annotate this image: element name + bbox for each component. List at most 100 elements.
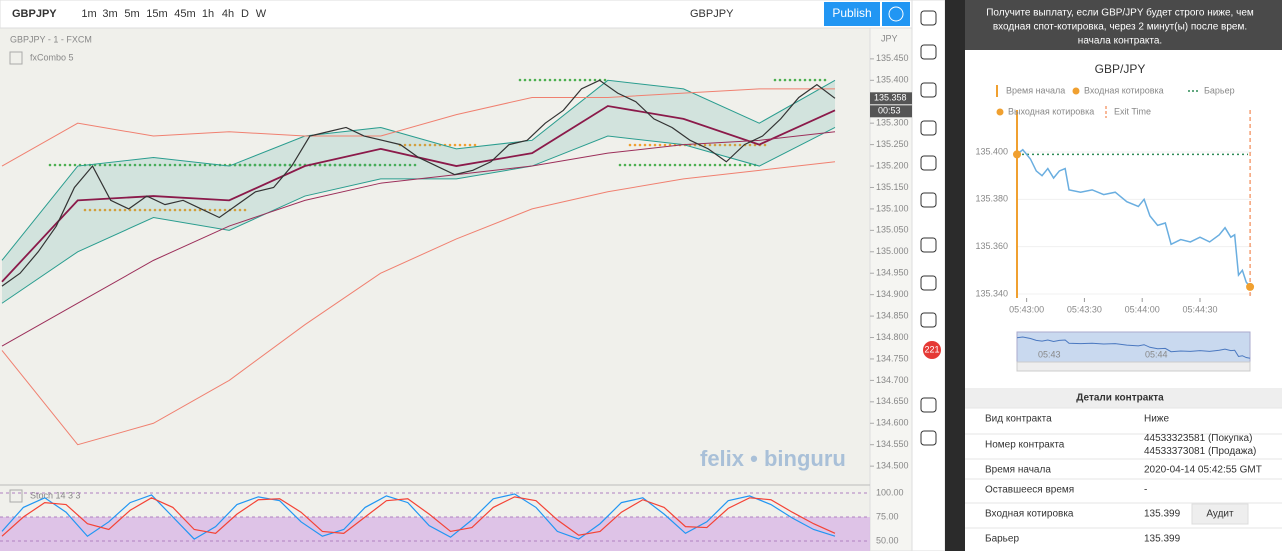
interval[interactable]: W	[256, 8, 267, 20]
tool-icon[interactable]	[920, 430, 937, 446]
banner-line: начала контракта.	[1078, 36, 1162, 47]
level-dot	[453, 143, 457, 147]
level-dot	[738, 163, 742, 167]
tool-icon[interactable]	[920, 397, 937, 413]
y-tick-label: 135.250	[876, 139, 909, 149]
level-dot	[718, 163, 722, 167]
tool-icon[interactable]	[920, 10, 937, 26]
level-dot	[748, 143, 752, 147]
level-dot	[638, 143, 642, 147]
level-dot	[323, 163, 327, 167]
level-dot	[518, 78, 522, 82]
level-dot	[738, 143, 742, 147]
tool-icon[interactable]	[920, 120, 937, 136]
level-dot	[803, 78, 807, 82]
collapse-box[interactable]	[9, 51, 23, 65]
level-dot	[653, 143, 657, 147]
scrollbar[interactable]	[1016, 361, 1251, 372]
level-dot	[173, 208, 177, 212]
publish-button[interactable]	[824, 2, 880, 26]
interval[interactable]: 3m	[102, 8, 117, 20]
level-dot	[198, 208, 202, 212]
level-dot	[773, 78, 777, 82]
y-tick-label: 135.380	[975, 194, 1008, 204]
y-tick-label: 134.800	[876, 332, 909, 342]
tool-icon[interactable]	[920, 192, 937, 208]
y-tick-label: 135.340	[975, 288, 1008, 298]
level-dot	[53, 163, 57, 167]
interval[interactable]: 15m	[146, 8, 167, 20]
legend-label: Выходная котировка	[1008, 106, 1094, 116]
level-dot	[173, 163, 177, 167]
tool-icon[interactable]	[920, 44, 937, 60]
level-dot	[403, 163, 407, 167]
compare-symbol[interactable]: GBPJPY	[690, 8, 734, 20]
level-dot	[188, 163, 192, 167]
y-tick-label: 100.00	[876, 487, 904, 497]
level-dot	[113, 163, 117, 167]
level-dot	[783, 78, 787, 82]
level-dot	[123, 208, 127, 212]
interval[interactable]: 45m	[174, 8, 195, 20]
level-dot	[128, 208, 132, 212]
tool-icon[interactable]	[920, 237, 937, 253]
level-dot	[93, 208, 97, 212]
legend-label: Входная котировка	[1084, 85, 1164, 95]
exit-dot	[1246, 282, 1255, 291]
interval[interactable]: 1m	[81, 8, 96, 20]
level-dot	[118, 163, 122, 167]
level-dot	[248, 163, 252, 167]
level-dot	[398, 163, 402, 167]
interval[interactable]: D	[241, 8, 249, 20]
replay-button[interactable]	[882, 2, 910, 26]
level-dot	[98, 208, 102, 212]
tool-icon[interactable]	[920, 312, 937, 328]
series-line	[1, 79, 836, 261]
level-dot	[113, 208, 117, 212]
level-dot	[183, 163, 187, 167]
level-dot	[293, 163, 297, 167]
stoch-line	[1, 496, 836, 537]
badge	[923, 341, 941, 359]
level-dot	[213, 208, 217, 212]
y-tick-label: 134.850	[876, 310, 909, 320]
audit-button[interactable]	[1191, 503, 1249, 525]
level-dot	[268, 163, 272, 167]
y-tick-label: 135.400	[975, 146, 1008, 156]
interval[interactable]: 5m	[124, 8, 139, 20]
row-label: Время начала	[985, 465, 1051, 476]
tool-icon[interactable]	[920, 82, 937, 98]
level-dot	[708, 163, 712, 167]
level-dot	[798, 78, 802, 82]
interval[interactable]: 4h	[222, 8, 234, 20]
level-dot	[348, 163, 352, 167]
row-value: Ниже	[1144, 414, 1169, 425]
level-dot	[408, 163, 412, 167]
level-dot	[273, 163, 277, 167]
watermark: felix • binguru	[700, 446, 846, 471]
level-dot	[363, 163, 367, 167]
navigator[interactable]	[1016, 331, 1251, 363]
indicator-name: fxCombo 5	[30, 52, 74, 62]
stoch-zone	[0, 517, 870, 551]
level-dot	[238, 163, 242, 167]
row-label: Входная котировка	[985, 509, 1074, 520]
level-dot	[468, 143, 472, 147]
y-tick-label: 134.950	[876, 268, 909, 278]
tool-icon[interactable]	[920, 155, 937, 171]
level-dot	[158, 208, 162, 212]
level-dot	[413, 163, 417, 167]
level-dot	[563, 78, 567, 82]
band-fill	[2, 80, 835, 304]
collapse-box[interactable]	[9, 489, 23, 503]
tool-icon[interactable]	[920, 275, 937, 291]
level-dot	[808, 78, 812, 82]
level-dot	[703, 143, 707, 147]
interval[interactable]: 1h	[202, 8, 214, 20]
level-dot	[618, 163, 622, 167]
level-dot	[818, 78, 822, 82]
level-dot	[153, 163, 157, 167]
level-dot	[793, 78, 797, 82]
y-tick-label: 135.100	[876, 203, 909, 213]
level-dot	[553, 78, 557, 82]
